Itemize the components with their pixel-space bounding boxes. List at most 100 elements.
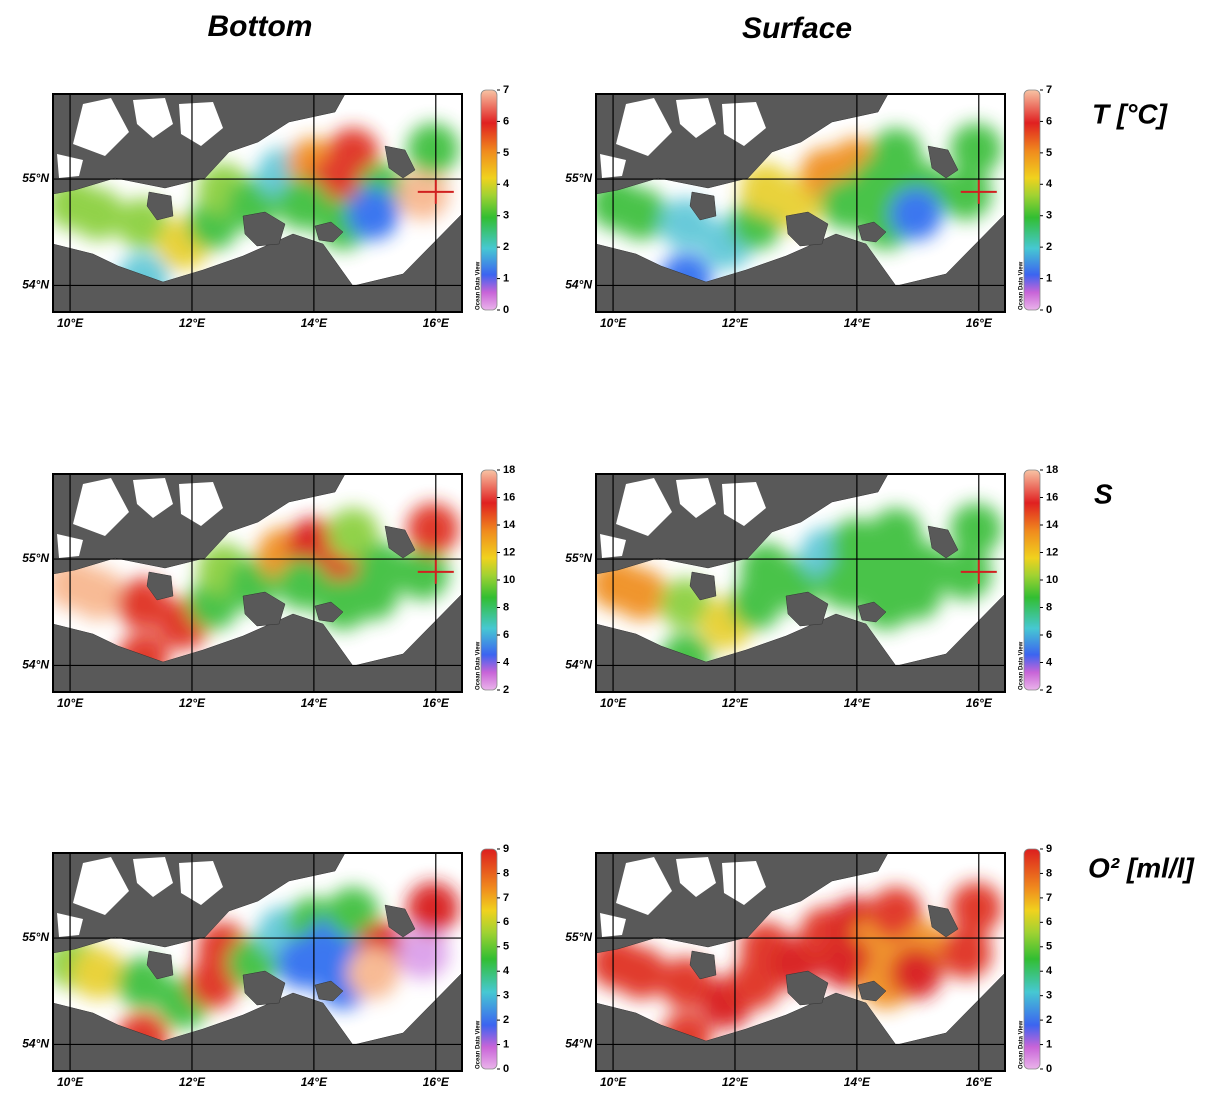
colorbar	[481, 849, 497, 1069]
colorbar-tick-label: 5	[1046, 147, 1052, 159]
colorbar-tick-label: 4	[1046, 965, 1053, 977]
field-blob	[615, 568, 667, 620]
field-blob	[347, 188, 399, 240]
colorbar-tick-label: 5	[503, 147, 509, 159]
x-tick-label: 14°E	[844, 1075, 871, 1089]
colorbar-tick-label: 8	[1046, 601, 1052, 613]
colorbar-tick-label: 7	[1046, 892, 1052, 904]
x-tick-label: 14°E	[844, 316, 871, 330]
colorbar-tick-label: 12	[1046, 546, 1058, 558]
y-tick-label: 55°N	[565, 171, 592, 185]
colorbar	[1024, 849, 1040, 1069]
x-tick-label: 10°E	[600, 1075, 627, 1089]
colorbar-tick-label: 2	[1046, 684, 1052, 696]
x-tick-label: 16°E	[966, 1075, 993, 1089]
y-tick-label: 54°N	[22, 1037, 49, 1051]
colorbar-tick-label: 10	[503, 574, 515, 586]
field-blob	[950, 503, 1002, 555]
y-tick-label: 54°N	[22, 278, 49, 292]
field-blob	[950, 882, 1002, 934]
field-blob	[407, 123, 459, 175]
field-blob	[72, 568, 124, 620]
watermark: Ocean Data View	[1019, 641, 1025, 690]
watermark: Ocean Data View	[1019, 1020, 1025, 1069]
colorbar-tick-label: 1	[503, 1038, 509, 1050]
x-tick-label: 12°E	[722, 316, 749, 330]
colorbar-tick-label: 6	[503, 629, 509, 641]
x-tick-label: 16°E	[966, 696, 993, 710]
y-tick-label: 54°N	[565, 658, 592, 672]
x-tick-label: 10°E	[600, 316, 627, 330]
colorbar-tick-label: 18	[503, 464, 515, 476]
colorbar-tick-label: 16	[503, 491, 515, 503]
colorbar-tick-label: 9	[503, 843, 509, 855]
colorbar-tick-label: 6	[1046, 916, 1052, 928]
x-tick-label: 10°E	[600, 696, 627, 710]
x-tick-label: 14°E	[844, 696, 871, 710]
watermark: Ocean Data View	[1019, 261, 1025, 310]
x-tick-label: 12°E	[722, 696, 749, 710]
colorbar-tick-label: 7	[503, 84, 509, 96]
y-tick-label: 55°N	[565, 930, 592, 944]
colorbar-tick-label: 7	[503, 892, 509, 904]
colorbar-tick-label: 4	[1046, 178, 1053, 190]
watermark: Ocean Data View	[476, 1020, 482, 1069]
colorbar-tick-label: 8	[503, 601, 509, 613]
y-tick-label: 54°N	[565, 1037, 592, 1051]
row-label: O² [ml/l]	[1088, 852, 1195, 883]
x-tick-label: 16°E	[423, 1075, 450, 1089]
colorbar-tick-label: 1	[1046, 1038, 1052, 1050]
field-blob	[347, 947, 399, 999]
map-panel: 10°E12°E14°E16°E54°N55°N24681012141618Oc…	[565, 464, 1059, 710]
y-tick-label: 55°N	[22, 171, 49, 185]
colorbar-tick-label: 14	[1046, 519, 1059, 531]
colorbar-tick-label: 4	[503, 656, 510, 668]
colorbar-tick-label: 6	[1046, 115, 1052, 127]
colorbar-tick-label: 1	[1046, 272, 1052, 284]
field-blob	[407, 882, 459, 934]
colorbar-tick-label: 2	[503, 684, 509, 696]
row-label: T [°C]	[1092, 98, 1169, 129]
field-blob	[890, 188, 942, 240]
field-blob	[615, 188, 667, 240]
x-tick-label: 16°E	[423, 316, 450, 330]
colorbar-tick-label: 16	[1046, 491, 1058, 503]
colorbar-tick-label: 6	[503, 115, 509, 127]
colorbar-tick-label: 3	[1046, 990, 1052, 1002]
colorbar-tick-label: 4	[1046, 656, 1053, 668]
colorbar-tick-label: 10	[1046, 574, 1058, 586]
x-tick-label: 12°E	[179, 316, 206, 330]
colorbar-tick-label: 8	[503, 867, 509, 879]
field-blob	[72, 947, 124, 999]
field-blob	[347, 568, 399, 620]
colorbar	[1024, 470, 1040, 690]
colorbar-tick-label: 2	[503, 241, 509, 253]
field-blob	[615, 947, 667, 999]
colorbar-tick-label: 5	[1046, 941, 1052, 953]
colorbar-tick-label: 3	[503, 210, 509, 222]
colorbar-tick-label: 3	[1046, 210, 1052, 222]
field-blob	[72, 188, 124, 240]
map-panel: 10°E12°E14°E16°E54°N55°N24681012141618Oc…	[22, 464, 516, 710]
column-title: Surface	[742, 12, 852, 45]
row-label: S	[1094, 478, 1113, 509]
x-tick-label: 10°E	[57, 1075, 84, 1089]
field-blob	[950, 123, 1002, 175]
colorbar-tick-label: 0	[1046, 304, 1052, 316]
colorbar-tick-label: 7	[1046, 84, 1052, 96]
colorbar	[481, 90, 497, 310]
colorbar-tick-label: 6	[503, 916, 509, 928]
colorbar-tick-label: 18	[1046, 464, 1058, 476]
x-tick-label: 14°E	[301, 1075, 328, 1089]
watermark: Ocean Data View	[476, 261, 482, 310]
x-tick-label: 16°E	[423, 696, 450, 710]
colorbar-tick-label: 4	[503, 965, 510, 977]
y-tick-label: 55°N	[565, 551, 592, 565]
y-tick-label: 55°N	[22, 551, 49, 565]
watermark: Ocean Data View	[476, 641, 482, 690]
colorbar-tick-label: 14	[503, 519, 516, 531]
